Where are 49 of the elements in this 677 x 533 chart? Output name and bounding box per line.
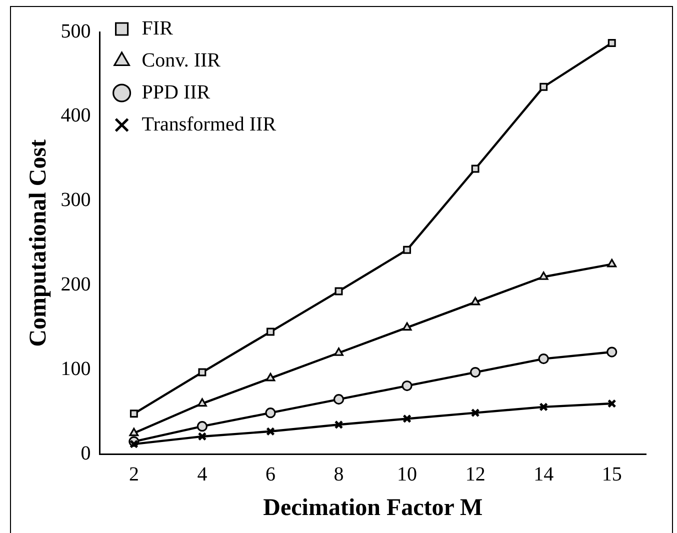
x-tick-label: 6	[265, 463, 276, 486]
point	[196, 421, 208, 432]
point	[607, 258, 617, 268]
x-tick-label: 14	[534, 463, 554, 486]
y-tick-label: 400	[60, 104, 91, 127]
x-tick-label: 8	[334, 463, 344, 486]
y-tick-label: 100	[60, 358, 91, 380]
point	[334, 420, 344, 430]
point	[539, 402, 548, 412]
point	[471, 164, 480, 173]
point	[198, 432, 207, 441]
y-tick-label: 200	[60, 274, 91, 296]
x-tick-label: 10	[397, 463, 418, 486]
legend-label: Transformed IIR	[142, 113, 277, 136]
point	[266, 426, 275, 436]
point	[402, 322, 412, 331]
point	[402, 380, 412, 392]
point	[130, 410, 138, 418]
point	[129, 428, 139, 436]
legend-label: FIR	[142, 17, 174, 40]
point	[470, 366, 481, 378]
point	[470, 408, 480, 418]
point	[540, 82, 548, 91]
y-tick-label: 300	[60, 189, 91, 212]
point	[334, 287, 343, 296]
point	[265, 408, 276, 418]
legend-label: PPD IIR	[142, 81, 211, 104]
point	[403, 246, 412, 254]
point	[402, 414, 412, 424]
point	[538, 353, 549, 364]
point	[333, 394, 344, 405]
point	[538, 272, 548, 280]
point	[266, 372, 276, 382]
point	[334, 348, 344, 356]
y-tick-label: 500	[60, 20, 91, 42]
y-tick-label: 0	[80, 442, 91, 464]
x-tick-label: 4	[197, 463, 208, 486]
point	[266, 328, 274, 336]
point	[198, 368, 206, 376]
point	[606, 346, 618, 358]
y-axis-title: Computational Cost	[26, 139, 52, 347]
point	[198, 398, 207, 407]
x-tick-label: 2	[128, 463, 139, 486]
x-axis-title: Decimation Factor M	[263, 494, 483, 521]
point	[608, 38, 616, 47]
point	[470, 296, 480, 306]
x-tick-label: 15	[602, 463, 622, 486]
x-tick-label: 12	[465, 463, 486, 486]
legend-label: Conv. IIR	[142, 49, 222, 72]
